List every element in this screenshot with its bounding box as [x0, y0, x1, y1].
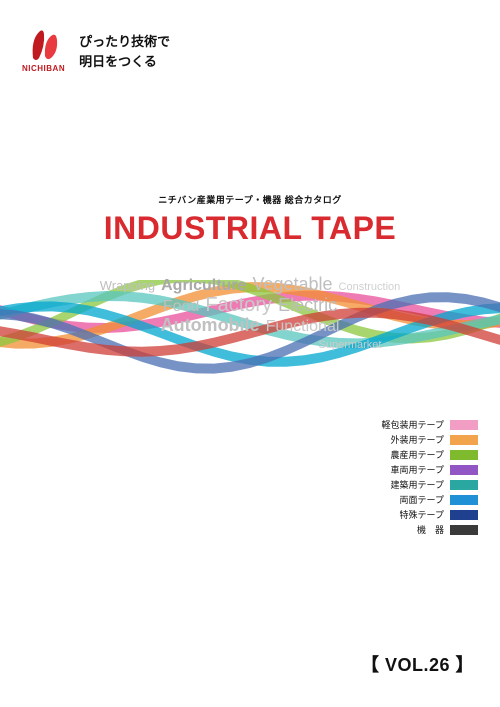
brand-logo: NICHIBAN	[22, 28, 65, 73]
tagline-line2: 明日をつくる	[79, 52, 170, 72]
legend-label: 特殊テープ	[400, 508, 444, 521]
legend-label: 外装用テープ	[391, 433, 444, 446]
legend-item: 建築用テープ	[382, 478, 478, 491]
brand-name: NICHIBAN	[22, 64, 65, 73]
tagline: ぴったり技術で 明日をつくる	[79, 28, 170, 71]
legend-swatch	[450, 450, 478, 460]
legend-label: 軽包装用テープ	[382, 418, 444, 431]
legend-swatch	[450, 465, 478, 475]
category-legend: 軽包装用テープ外装用テープ農産用テープ車両用テープ建築用テープ両面テープ特殊テー…	[382, 418, 478, 536]
volume-label: 【 VOL.26 】	[361, 651, 474, 677]
legend-item: 車両用テープ	[382, 463, 478, 476]
tagline-line1: ぴったり技術で	[79, 32, 170, 52]
legend-swatch	[450, 495, 478, 505]
legend-label: 建築用テープ	[391, 478, 444, 491]
ribbon-graphic	[0, 280, 500, 390]
header: NICHIBAN ぴったり技術で 明日をつくる	[0, 0, 500, 73]
legend-swatch	[450, 525, 478, 535]
legend-item: 軽包装用テープ	[382, 418, 478, 431]
legend-item: 農産用テープ	[382, 448, 478, 461]
legend-item: 特殊テープ	[382, 508, 478, 521]
logo-icon	[29, 28, 59, 62]
legend-label: 農産用テープ	[391, 448, 444, 461]
legend-swatch	[450, 480, 478, 490]
legend-item: 両面テープ	[382, 493, 478, 506]
legend-item: 機 器	[382, 523, 478, 536]
legend-label: 両面テープ	[400, 493, 444, 506]
legend-label: 車両用テープ	[391, 463, 444, 476]
legend-swatch	[450, 435, 478, 445]
catalog-subtitle: ニチバン産業用テープ・機器 総合カタログ	[0, 193, 500, 206]
title-block: ニチバン産業用テープ・機器 総合カタログ INDUSTRIAL TAPE	[0, 193, 500, 247]
legend-swatch	[450, 420, 478, 430]
legend-label: 機 器	[417, 523, 444, 536]
legend-item: 外装用テープ	[382, 433, 478, 446]
catalog-title: INDUSTRIAL TAPE	[0, 210, 500, 247]
legend-swatch	[450, 510, 478, 520]
